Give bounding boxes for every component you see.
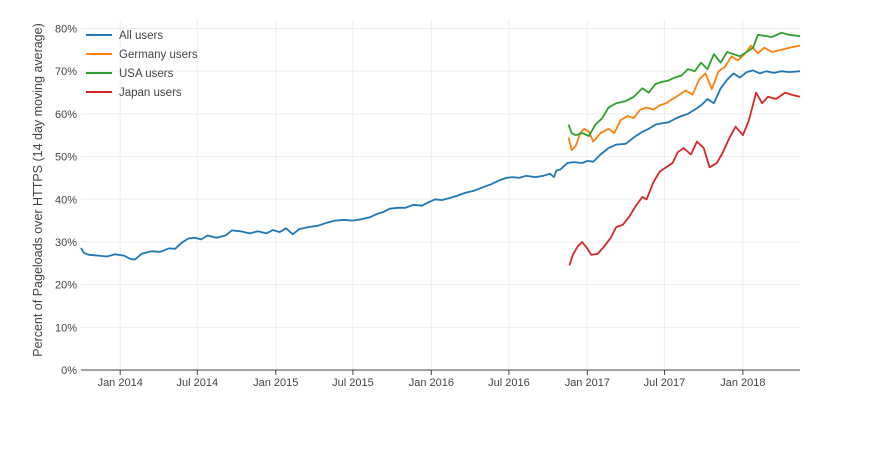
y-tick-label: 60% xyxy=(55,109,77,121)
x-tick-label: Jan 2016 xyxy=(409,377,454,389)
x-tick-label: Jan 2017 xyxy=(565,377,610,389)
legend-item[interactable]: Germany users xyxy=(86,49,198,61)
y-tick-label: 50% xyxy=(55,152,77,164)
axes: 0% 10% 20% 30% 40% 50% 60% 70% 80% Jan 2014 Jul 20… xyxy=(55,24,800,389)
legend-item[interactable]: USA users xyxy=(86,68,174,80)
series-line-japan-users[interactable] xyxy=(568,91,801,266)
grid-lines xyxy=(81,20,800,370)
legend-item[interactable]: All users xyxy=(86,30,163,42)
legend-item[interactable]: Japan users xyxy=(86,87,182,99)
x-tick-label: Jan 2014 xyxy=(98,377,143,389)
legend-label: All users xyxy=(119,30,163,42)
series-lines xyxy=(80,31,801,266)
legend[interactable]: All users Germany users USA users Japan use… xyxy=(86,30,198,99)
y-tick-label: 30% xyxy=(55,237,77,249)
y-tick-label: 40% xyxy=(55,194,77,206)
series-line-germany-users[interactable] xyxy=(567,44,801,152)
y-tick-label: 70% xyxy=(55,66,77,78)
x-tick-label: Jul 2017 xyxy=(644,377,686,389)
series-line-usa-users[interactable] xyxy=(567,31,801,137)
legend-label: Germany users xyxy=(119,49,198,61)
x-tick-label: Jul 2014 xyxy=(177,377,219,389)
x-tick-label: Jul 2016 xyxy=(488,377,530,389)
x-tick-label: Jan 2015 xyxy=(253,377,298,389)
y-tick-label: 10% xyxy=(55,322,77,334)
x-tick-label: Jan 2018 xyxy=(720,377,765,389)
legend-label: Japan users xyxy=(119,87,182,99)
y-axis-title: Percent of Pageloads over HTTPS (14 day … xyxy=(31,23,45,357)
y-tick-label: 0% xyxy=(61,365,77,377)
series-line-all-users[interactable] xyxy=(80,69,801,261)
y-tick-label: 80% xyxy=(55,24,77,36)
legend-label: USA users xyxy=(119,68,174,80)
x-tick-label: Jul 2015 xyxy=(332,377,374,389)
y-tick-label: 20% xyxy=(55,280,77,292)
